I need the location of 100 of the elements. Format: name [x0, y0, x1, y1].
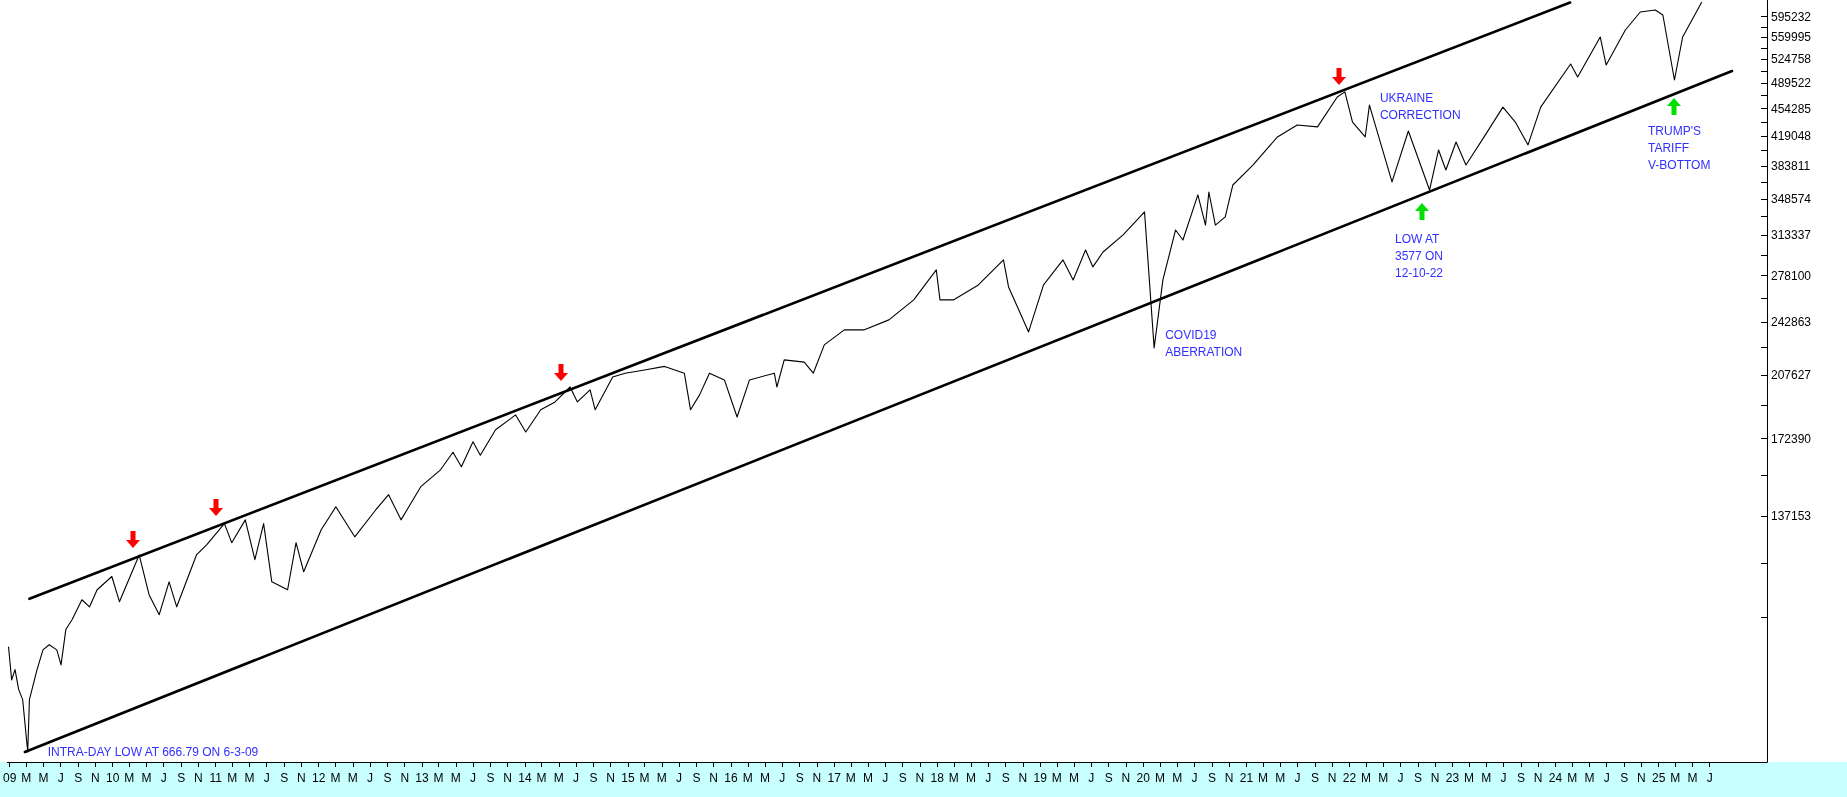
- x-tick-label: J: [263, 771, 270, 785]
- x-tick-label: N: [1121, 771, 1131, 785]
- x-tick-label: M: [760, 771, 771, 785]
- x-tick-label: J: [675, 771, 682, 785]
- x-tick-label: M: [1172, 771, 1183, 785]
- x-tick-label: J: [1088, 771, 1095, 785]
- x-tick-label: 19: [1033, 771, 1048, 785]
- annotation: COVID19 ABERRATION: [1165, 328, 1243, 360]
- x-tick-label: M: [141, 771, 152, 785]
- y-tick-label: 489522: [1771, 76, 1812, 91]
- annotation: TRUMP'S TARIFF V-BOTTOM: [1648, 123, 1711, 172]
- x-tick-label: J: [160, 771, 167, 785]
- y-tick-label: 348574: [1771, 191, 1812, 206]
- y-tick-label: 454285: [1771, 101, 1812, 116]
- x-tick-label: N: [194, 771, 203, 785]
- x-tick-label: 10: [105, 771, 120, 785]
- x-tick-label: N: [1327, 771, 1337, 785]
- x-tick-label: M: [863, 771, 874, 785]
- x-tick-label: J: [882, 771, 889, 785]
- x-tick-label: N: [503, 771, 513, 785]
- x-tick-label: M: [639, 771, 650, 785]
- x-tick-label: N: [1430, 771, 1440, 785]
- x-tick-label: M: [948, 771, 959, 785]
- x-tick-label: M: [1258, 771, 1269, 785]
- x-tick-label: S: [280, 771, 289, 785]
- x-tick-label: M: [656, 771, 667, 785]
- x-tick-label: 18: [930, 771, 945, 785]
- x-tick-label: 11: [209, 771, 223, 785]
- x-tick-label: J: [1500, 771, 1507, 785]
- y-tick-label: 137153: [1771, 509, 1812, 524]
- y-tick-label: 242863: [1771, 314, 1812, 329]
- y-tick-label: 278100: [1771, 268, 1812, 283]
- x-tick-label: J: [1397, 771, 1404, 785]
- x-tick-label: S: [898, 771, 907, 785]
- x-tick-label: S: [1001, 771, 1010, 785]
- y-tick-label: 313337: [1771, 228, 1812, 243]
- x-tick-label: S: [1310, 771, 1319, 785]
- x-tick-label: 23: [1445, 771, 1460, 785]
- x-tick-label: M: [433, 771, 444, 785]
- x-tick-label: N: [1637, 771, 1646, 785]
- x-tick-label: M: [1567, 771, 1578, 785]
- x-tick-label: M: [1051, 771, 1062, 785]
- x-tick-label: N: [812, 771, 822, 785]
- x-tick-label: M: [966, 771, 977, 785]
- x-tick-label: J: [572, 771, 579, 785]
- y-tick-label: 595232: [1771, 9, 1812, 24]
- x-tick-label: M: [450, 771, 461, 785]
- x-tick-label: 17: [827, 771, 842, 785]
- x-tick-label: J: [57, 771, 64, 785]
- x-tick-label: J: [1294, 771, 1301, 785]
- x-tick-label: S: [1413, 771, 1422, 785]
- x-tick-label: M: [1687, 771, 1698, 785]
- x-tick-label: S: [795, 771, 804, 785]
- x-tick-label: 20: [1136, 771, 1151, 785]
- x-tick-label: M: [1584, 771, 1595, 785]
- x-tick-label: N: [709, 771, 719, 785]
- x-tick-label: J: [469, 771, 476, 785]
- x-tick-label: M: [1670, 771, 1681, 785]
- annotation: INTRA-DAY LOW AT 666.79 ON 6-3-09: [47, 744, 259, 759]
- x-tick-label: N: [606, 771, 616, 785]
- x-tick-label: M: [536, 771, 547, 785]
- y-tick-label: 207627: [1771, 368, 1812, 383]
- x-tick-label: 22: [1342, 771, 1357, 785]
- x-tick-label: 09: [2, 771, 17, 785]
- x-tick-label: S: [486, 771, 495, 785]
- x-tick-label: 16: [724, 771, 738, 785]
- x-tick-label: J: [985, 771, 992, 785]
- x-tick-label: M: [1378, 771, 1389, 785]
- x-tick-label: J: [1706, 771, 1713, 785]
- x-tick-label: N: [915, 771, 925, 785]
- x-tick-label: 21: [1239, 771, 1254, 785]
- x-tick-label: J: [1191, 771, 1198, 785]
- annotation: LOW AT 3577 ON 12-10-22: [1395, 231, 1444, 280]
- x-tick-label: N: [1533, 771, 1543, 785]
- x-tick-label: M: [330, 771, 341, 785]
- x-tick-label: S: [692, 771, 701, 785]
- x-tick-label: S: [1104, 771, 1113, 785]
- y-tick-label: 383811: [1771, 159, 1811, 174]
- annotation: UKRAINE CORRECTION: [1379, 91, 1461, 123]
- x-tick-label: N: [91, 771, 100, 785]
- x-tick-label: 14: [518, 771, 532, 785]
- x-tick-label: S: [589, 771, 598, 785]
- x-tick-label: M: [1481, 771, 1492, 785]
- x-tick-label: M: [227, 771, 238, 785]
- x-tick-label: M: [553, 771, 564, 785]
- x-tick-label: S: [383, 771, 392, 785]
- x-tick-label: M: [742, 771, 753, 785]
- x-tick-label: S: [177, 771, 186, 785]
- x-tick-label: S: [1516, 771, 1525, 785]
- x-tick-label: S: [1620, 771, 1629, 785]
- x-tick-label: 24: [1548, 771, 1563, 785]
- x-tick-label: M: [38, 771, 49, 785]
- x-tick-label: M: [347, 771, 358, 785]
- x-tick-label: N: [400, 771, 410, 785]
- x-tick-label: 13: [415, 771, 429, 785]
- x-tick-label: M: [1069, 771, 1079, 785]
- x-tick-label: S: [74, 771, 83, 785]
- x-tick-label: M: [124, 771, 135, 785]
- x-tick-label: M: [1361, 771, 1372, 785]
- x-tick-label: N: [1018, 771, 1028, 785]
